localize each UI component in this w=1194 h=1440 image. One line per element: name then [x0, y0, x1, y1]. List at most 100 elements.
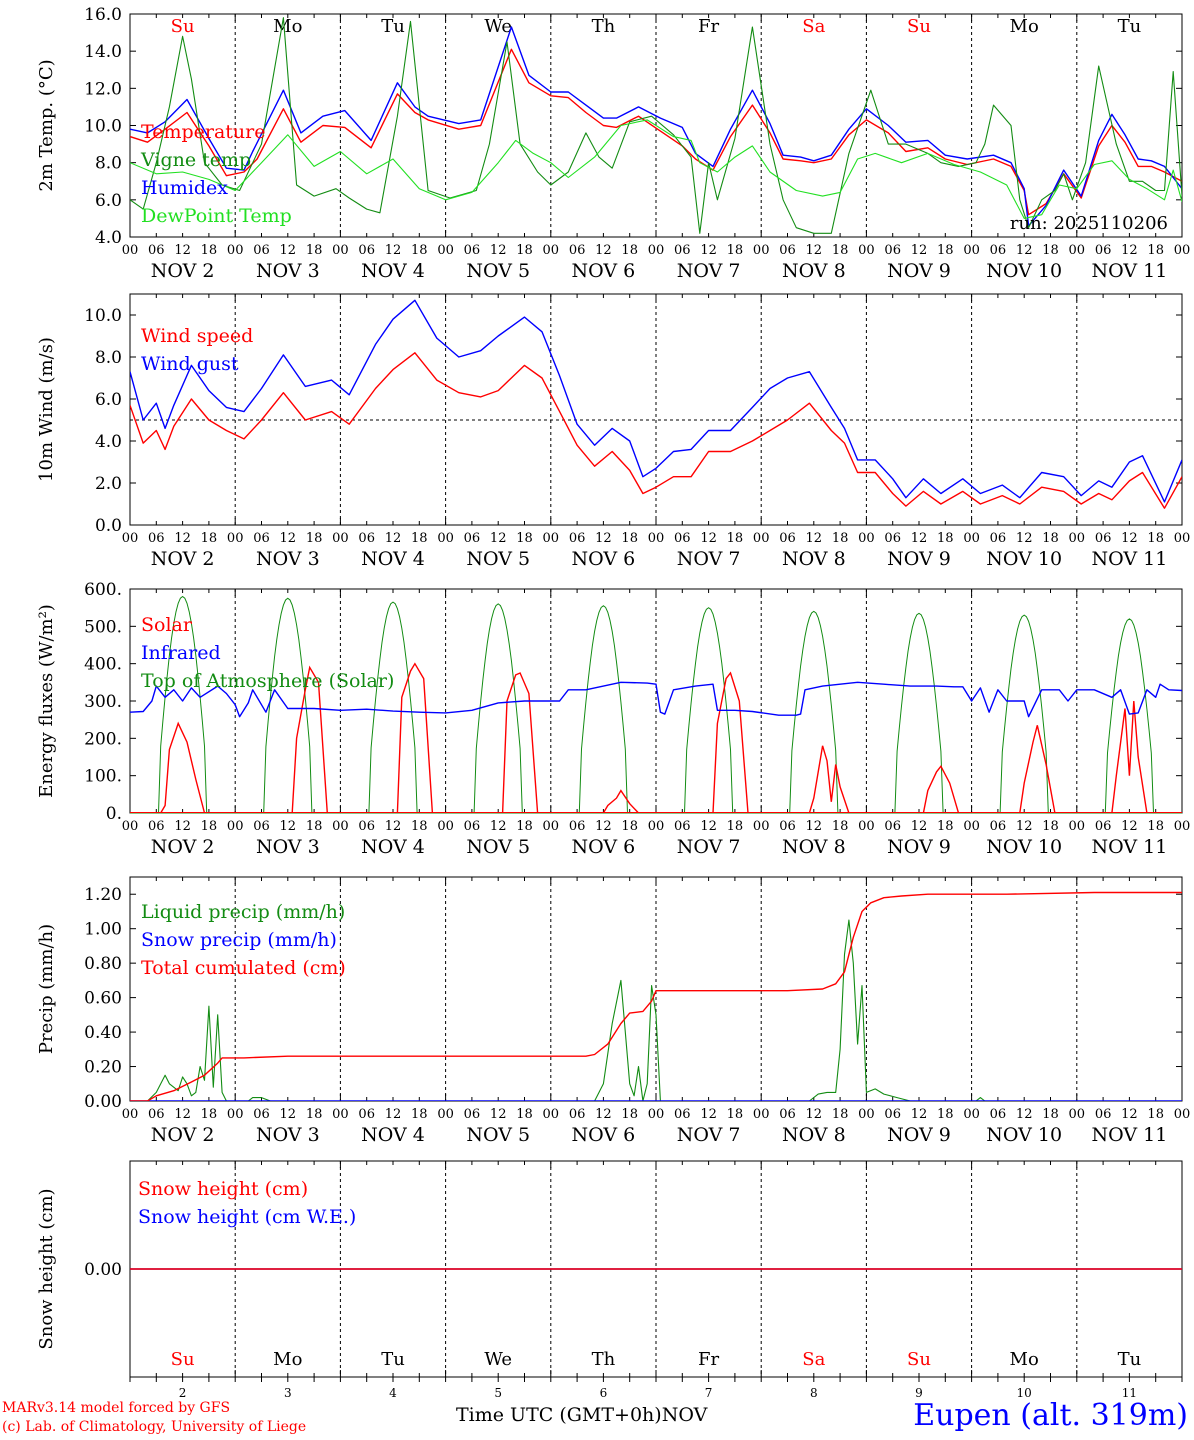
legend-entry: Top of Atmosphere (Solar): [141, 670, 394, 692]
hour-tick-label: 18: [1042, 531, 1059, 546]
day-number-label: 9: [915, 1386, 923, 1400]
y-tick-label: 0.00: [84, 1260, 122, 1280]
hour-tick-label: 12: [911, 1107, 928, 1122]
legend-entry: Snow height (cm): [138, 1178, 308, 1200]
hour-tick-label: 06: [569, 531, 586, 546]
hour-tick-label: 18: [306, 531, 323, 546]
hour-tick-label: 06: [569, 1107, 586, 1122]
hour-tick-label: 18: [727, 243, 744, 258]
hour-tick-label: 18: [201, 243, 218, 258]
hour-tick-label: 12: [700, 243, 717, 258]
y-tick-label: 0.80: [84, 954, 122, 974]
hour-tick-label: 00: [648, 1107, 665, 1122]
toa-solar-series: [577, 605, 630, 813]
hour-tick-label: 18: [937, 819, 954, 834]
day-tick-label: NOV 6: [572, 1124, 636, 1146]
hour-tick-label: 12: [1121, 1107, 1138, 1122]
hour-tick-label: 00: [437, 1107, 454, 1122]
weekday-label: Tu: [1118, 16, 1142, 37]
day-number-label: 5: [494, 1386, 502, 1400]
y-tick-label: 0.: [106, 804, 122, 824]
y-axis-label: 10m Wind (m/s): [36, 337, 57, 482]
hour-tick-label: 00: [1069, 819, 1086, 834]
hour-tick-label: 00: [1174, 819, 1191, 834]
series-liquid-precip-mm-h-: [130, 919, 1182, 1101]
day-tick-label: NOV 3: [256, 1124, 320, 1146]
day-tick-label: NOV 8: [782, 548, 846, 570]
hour-tick-label: 00: [648, 531, 665, 546]
hour-tick-label: 06: [990, 531, 1007, 546]
hour-tick-label: 18: [727, 531, 744, 546]
hour-tick-label: 12: [174, 819, 191, 834]
legend-entry: Total cumulated (cm): [141, 957, 346, 979]
day-tick-label: NOV 11: [1091, 548, 1167, 570]
hour-tick-label: 18: [201, 531, 218, 546]
hour-tick-label: 06: [253, 1107, 270, 1122]
hour-tick-label: 18: [411, 819, 428, 834]
hour-tick-label: 12: [280, 243, 297, 258]
legend-entry: Snow precip (mm/h): [141, 929, 337, 951]
day-tick-label: NOV 9: [887, 836, 951, 858]
hour-tick-label: 18: [937, 531, 954, 546]
hour-tick-label: 00: [543, 243, 560, 258]
y-tick-label: 10.0: [84, 306, 122, 326]
day-tick-label: NOV 3: [256, 836, 320, 858]
hour-tick-label: 06: [464, 531, 481, 546]
hour-tick-label: 06: [779, 531, 796, 546]
y-tick-label: 0.00: [84, 1092, 122, 1112]
legend-entry: Solar: [141, 614, 193, 636]
y-tick-label: 0.60: [84, 989, 122, 1009]
hour-tick-label: 06: [253, 243, 270, 258]
hour-tick-label: 12: [595, 1107, 612, 1122]
hour-tick-label: 18: [832, 531, 849, 546]
day-tick-label: NOV 8: [782, 1124, 846, 1146]
legend-entry: Snow height (cm W.E.): [138, 1206, 356, 1228]
hour-tick-label: 18: [411, 531, 428, 546]
hour-tick-label: 12: [385, 819, 402, 834]
hour-tick-label: 18: [1147, 243, 1164, 258]
hour-tick-label: 06: [674, 819, 691, 834]
day-tick-label: NOV 7: [677, 1124, 741, 1146]
hour-tick-label: 00: [648, 819, 665, 834]
hour-tick-label: 12: [174, 243, 191, 258]
solar-series: [160, 721, 206, 813]
y-tick-label: 500.: [84, 617, 122, 637]
series-total-cumulated-cm-: [130, 891, 1182, 1101]
day-tick-label: NOV 7: [677, 260, 741, 282]
solar-series: [1111, 700, 1148, 813]
y-axis-label: Snow height (cm): [36, 1188, 57, 1349]
hour-tick-label: 06: [358, 243, 375, 258]
weekday-label: Tu: [381, 1349, 405, 1370]
hour-tick-label: 06: [779, 819, 796, 834]
toa-solar-series: [892, 612, 946, 813]
hour-tick-label: 06: [148, 531, 165, 546]
day-tick-label: NOV 2: [151, 1124, 215, 1146]
hour-tick-label: 06: [779, 1107, 796, 1122]
hour-tick-label: 12: [700, 819, 717, 834]
hour-tick-label: 00: [332, 531, 349, 546]
hour-tick-label: 12: [911, 243, 928, 258]
hour-tick-label: 06: [884, 819, 901, 834]
day-number-label: 4: [389, 1386, 397, 1400]
hour-tick-label: 12: [806, 819, 823, 834]
weekday-label: Su: [171, 16, 195, 37]
toa-solar-series: [787, 610, 841, 813]
weekday-label: Su: [171, 1349, 195, 1370]
y-tick-label: 1.20: [84, 885, 122, 905]
y-tick-label: 0.40: [84, 1023, 122, 1043]
hour-tick-label: 06: [358, 531, 375, 546]
y-tick-label: 600.: [84, 580, 122, 600]
hour-tick-label: 12: [1121, 243, 1138, 258]
legend-entry: Liquid precip (mm/h): [141, 901, 345, 923]
weekday-label: Tu: [381, 16, 405, 37]
panel-temperature: 4.0 6.0 8.0 10.0 12.0 14.0 16.0 2m Temp. (°C) 00…: [36, 5, 1190, 282]
hour-tick-label: 18: [516, 531, 533, 546]
hour-tick-label: 18: [832, 1107, 849, 1122]
hour-tick-label: 12: [911, 531, 928, 546]
hour-tick-label: 00: [227, 819, 244, 834]
toa-solar-series: [682, 607, 735, 813]
hour-tick-label: 18: [937, 1107, 954, 1122]
weekday-label: Fr: [698, 16, 719, 37]
hour-tick-label: 00: [332, 1107, 349, 1122]
hour-tick-label: 06: [990, 1107, 1007, 1122]
